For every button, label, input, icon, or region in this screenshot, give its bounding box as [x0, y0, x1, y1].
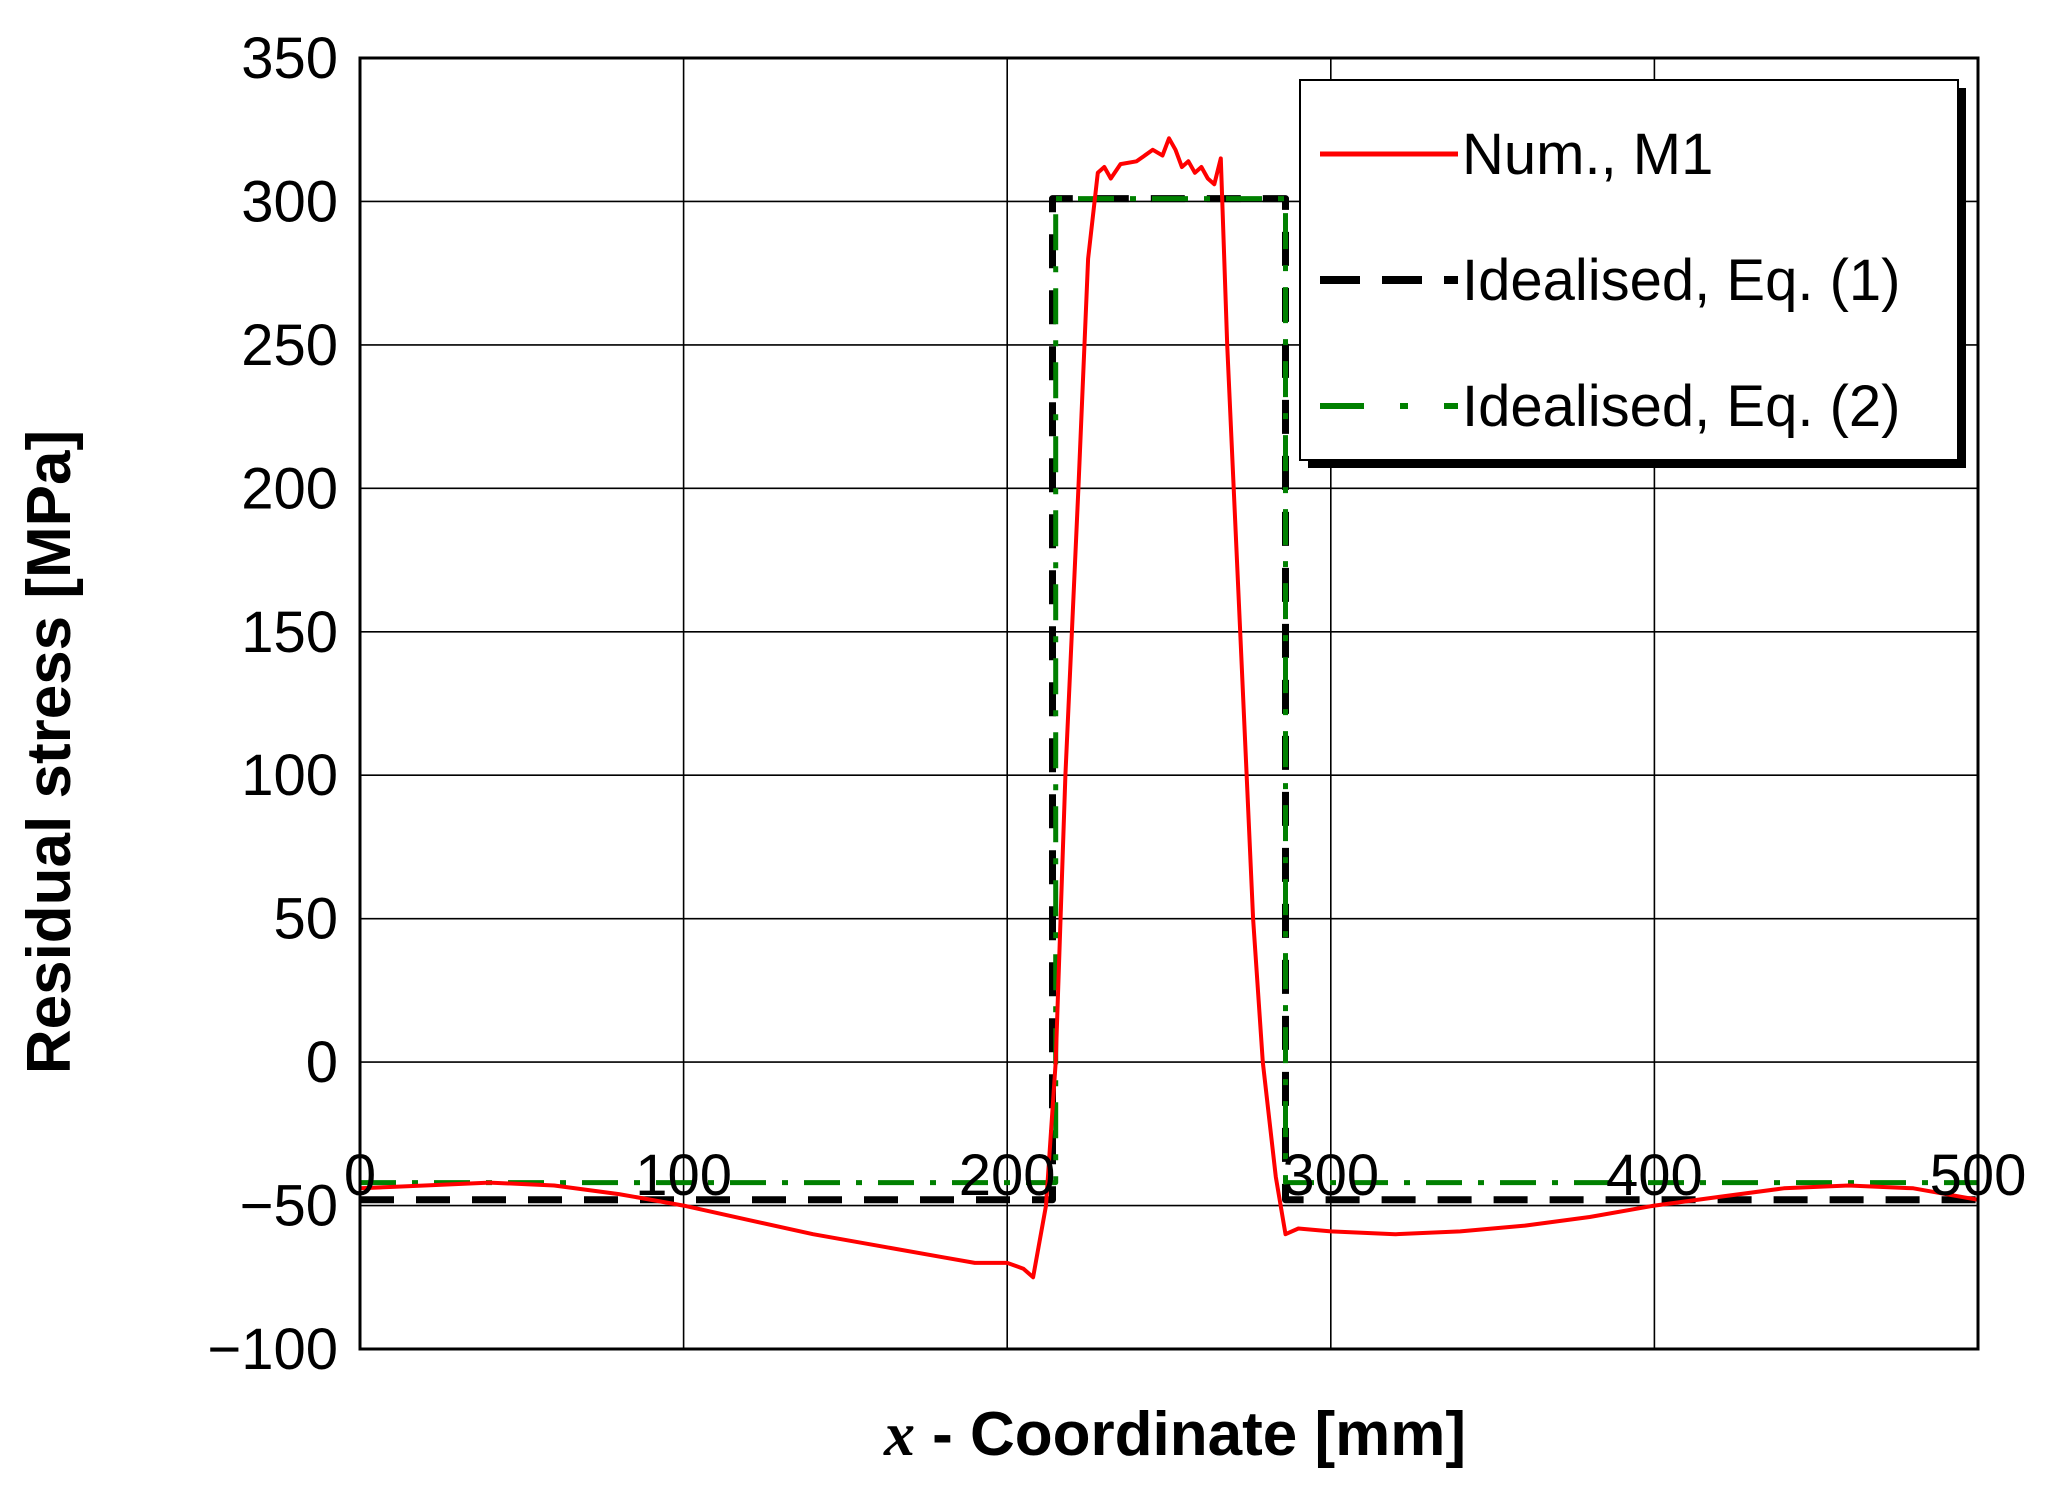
x-tick-label: 500 — [1930, 1143, 2027, 1208]
x-tick-label: 0 — [344, 1143, 376, 1208]
x-tick-label: 400 — [1606, 1143, 1703, 1208]
x-axis-title-text: - Coordinate [mm] — [915, 1400, 1466, 1469]
y-tick-label: 150 — [241, 600, 338, 665]
legend-label: Num., M1 — [1462, 122, 1713, 187]
x-tick-label: 300 — [1282, 1143, 1379, 1208]
legend: Num., M1 Idealised, Eq. (1) Idealised, Eq.… — [1299, 79, 1966, 468]
y-tick-label: 250 — [241, 313, 338, 378]
legend-box — [1299, 79, 1959, 461]
x-tick-labels: 0 100 200 300 400 500 — [344, 1143, 2027, 1208]
y-tick-label: −50 — [240, 1174, 338, 1239]
y-tick-label: −100 — [207, 1317, 338, 1382]
legend-label: Idealised, Eq. (1) — [1462, 248, 1900, 313]
y-tick-label: 100 — [241, 743, 338, 808]
x-tick-label: 200 — [959, 1143, 1056, 1208]
y-tick-label: 200 — [241, 456, 338, 521]
x-axis-title: x - Coordinate [mm] — [883, 1400, 1466, 1469]
y-tick-label: 0 — [306, 1030, 338, 1095]
y-tick-labels: 350 300 250 200 150 100 50 0 −50 −100 — [207, 26, 338, 1382]
y-tick-label: 300 — [241, 169, 338, 234]
series-line-1 — [359, 136, 1979, 1280]
y-tick-label: 350 — [241, 26, 338, 91]
series-layer — [359, 136, 1979, 1280]
series-line-3 — [360, 196, 1978, 1186]
y-tick-label: 50 — [273, 887, 338, 952]
plot-frame — [358, 56, 1980, 1351]
x-tick-label: 100 — [635, 1143, 732, 1208]
y-axis-title: Residual stress [MPa] — [15, 430, 84, 1074]
legend-label: Idealised, Eq. (2) — [1462, 374, 1900, 439]
x-axis-variable: x — [883, 1401, 915, 1469]
